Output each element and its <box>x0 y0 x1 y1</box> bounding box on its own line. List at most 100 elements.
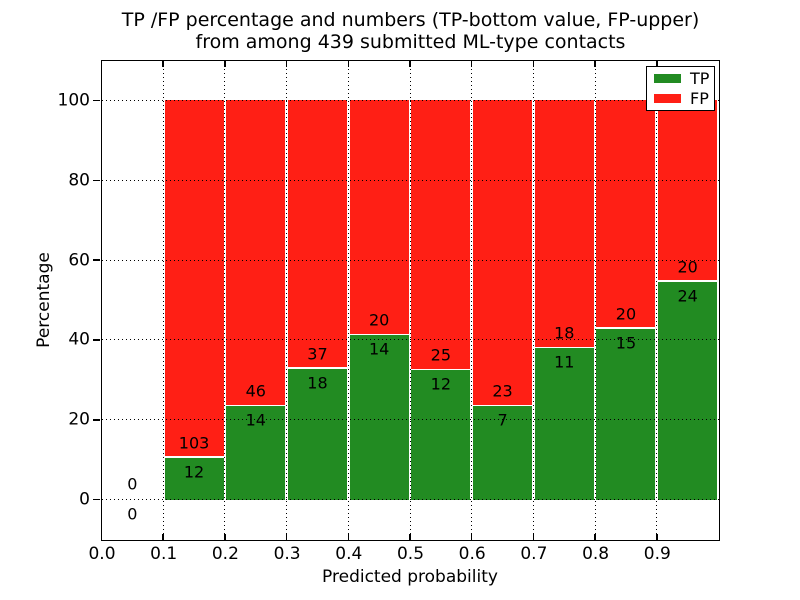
x-tick-bottom <box>594 533 596 540</box>
x-tick-bottom <box>409 533 411 540</box>
x-tick-bottom <box>656 533 658 540</box>
x-tick-label: 0.7 <box>520 544 548 564</box>
bar-tp <box>658 281 718 500</box>
y-tick-label: 80 <box>68 170 90 191</box>
bar-tp-count-label: 11 <box>554 352 575 372</box>
gridline-vertical <box>162 60 164 540</box>
plot-inner: 0 0 103 12 46 14 37 18 20 14 25 12 23 7 18 11 20 15 20 24 <box>93 60 719 540</box>
plot-area: 0 0 103 12 46 14 37 18 20 14 25 12 23 7 18 11 20 15 20 24 <box>93 59 720 541</box>
bar-fp-count-label: 46 <box>245 381 266 401</box>
bar-tp-count-label: 24 <box>677 286 698 306</box>
y-tick-left <box>93 498 100 501</box>
bar-fp-count-label: 37 <box>307 344 328 364</box>
x-tick-bottom <box>285 533 288 540</box>
bar-tp <box>534 348 594 500</box>
bar-fp-count-label: 103 <box>178 433 210 453</box>
x-tick-top <box>532 60 535 67</box>
legend-swatch <box>654 74 681 84</box>
bar-fp <box>349 100 409 334</box>
y-tick-left <box>93 179 100 181</box>
bar-fp <box>164 100 224 457</box>
gridline-vertical <box>224 60 226 540</box>
gridline-vertical <box>471 60 473 540</box>
bar-fp <box>287 100 347 368</box>
x-tick-bottom <box>470 533 473 540</box>
chart-title: TP /FP percentage and numbers (TP-bottom… <box>102 9 719 53</box>
bar-tp-count-label: 18 <box>307 373 328 393</box>
y-tick-left <box>93 419 100 421</box>
legend-swatch <box>654 93 681 103</box>
gridline-vertical <box>409 60 411 540</box>
x-tick-label: 0.5 <box>396 544 425 564</box>
bar-tp <box>226 406 286 500</box>
x-tick-label: 0.9 <box>643 544 671 564</box>
bar-fp <box>226 100 286 405</box>
gridline-vertical <box>656 60 658 540</box>
x-tick-label: 0.0 <box>88 544 116 564</box>
bar-fp-count-label: 20 <box>615 304 637 323</box>
bar-tp <box>596 328 656 500</box>
bar-tp-count-label: 0 <box>127 504 138 524</box>
y-tick-label: 100 <box>57 90 90 111</box>
x-tick-top <box>409 60 411 67</box>
y-tick-left <box>93 259 100 261</box>
bar-fp-count-label: 20 <box>677 257 698 277</box>
x-tick-bottom <box>532 533 535 540</box>
bar-tp-count-label: 14 <box>368 339 390 359</box>
legend: TP FP <box>646 66 715 111</box>
x-tick-label: 0.8 <box>582 544 610 564</box>
x-tick-label: 0.4 <box>335 544 363 564</box>
bar-tp <box>287 368 347 500</box>
x-tick-top <box>470 60 473 67</box>
bar-tp-count-label: 7 <box>497 410 508 430</box>
bar-fp-count-label: 25 <box>430 345 452 365</box>
x-tick-bottom <box>224 533 226 540</box>
x-tick-top <box>656 60 658 67</box>
bar-fp <box>596 100 656 327</box>
x-tick-top <box>100 60 103 67</box>
legend-item-label: TP <box>690 69 710 89</box>
gridline-vertical <box>594 60 596 540</box>
bar-tp <box>473 406 533 500</box>
x-tick-label: 0.2 <box>211 544 239 564</box>
bar-tp <box>411 370 471 500</box>
bar-fp <box>411 100 471 369</box>
bar-tp-count-label: 15 <box>615 333 637 352</box>
bar-tp <box>164 457 224 500</box>
bar-fp-count-label: 23 <box>492 381 513 401</box>
gridline-vertical <box>532 60 534 540</box>
x-tick-label: 0.6 <box>458 544 486 564</box>
x-tick-label: 0.3 <box>273 544 301 564</box>
x-tick-bottom <box>100 533 103 540</box>
gridline-vertical <box>286 60 288 540</box>
bar-fp <box>473 100 533 405</box>
gridline-vertical <box>347 60 349 540</box>
x-tick-top <box>162 60 164 67</box>
legend-item: TP <box>647 69 714 88</box>
bar-tp-count-label: 14 <box>245 410 266 430</box>
x-tick-top <box>285 60 288 67</box>
y-tick-label: 0 <box>79 489 90 510</box>
x-tick-top <box>347 60 350 67</box>
chart-title-line1: TP /FP percentage and numbers (TP-bottom… <box>121 9 700 31</box>
y-tick-left <box>93 339 100 341</box>
bar-fp <box>534 100 594 347</box>
bar-fp <box>658 100 718 281</box>
y-tick-label: 60 <box>68 250 90 271</box>
chart-title-line2: from among 439 submitted ML-type contact… <box>195 31 626 53</box>
y-tick-label: 20 <box>68 409 90 430</box>
bar-tp <box>349 335 409 500</box>
x-tick-top <box>224 60 226 67</box>
legend-item: FP <box>647 89 714 108</box>
y-tick-label: 40 <box>68 329 90 350</box>
x-tick-bottom <box>347 533 350 540</box>
bar-fp-count-label: 18 <box>554 323 575 343</box>
bar-fp-count-label: 0 <box>127 474 138 494</box>
x-tick-top <box>594 60 596 67</box>
bar-fp-count-label: 20 <box>368 310 390 330</box>
bar-tp-count-label: 12 <box>183 462 205 482</box>
x-axis-label: Predicted probability <box>322 567 498 587</box>
legend-item-label: FP <box>690 88 709 108</box>
y-tick-left <box>93 99 100 102</box>
